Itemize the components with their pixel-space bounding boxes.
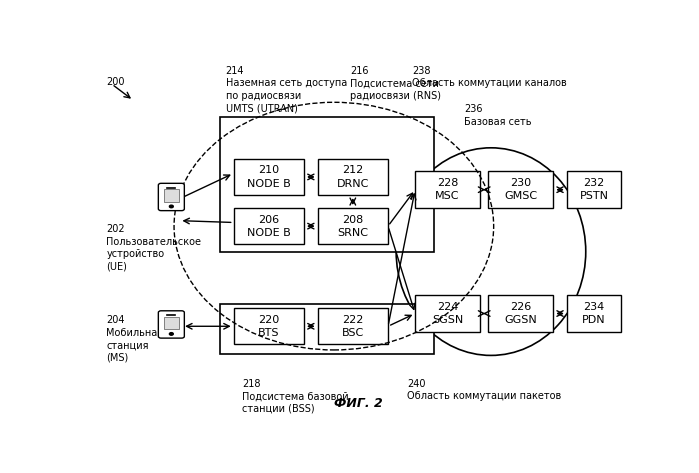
Circle shape (169, 333, 173, 335)
Text: 234
PDN: 234 PDN (582, 302, 606, 325)
Text: 200: 200 (106, 77, 125, 87)
FancyBboxPatch shape (415, 172, 480, 208)
Text: 228
MSC: 228 MSC (435, 178, 460, 201)
Text: 214
Наземная сеть доступа
по радиосвязи
UMTS (UTRAN): 214 Наземная сеть доступа по радиосвязи … (226, 66, 347, 113)
Text: 218
Подсистема базовой
станции (BSS): 218 Подсистема базовой станции (BSS) (242, 379, 348, 414)
FancyBboxPatch shape (220, 305, 434, 354)
FancyBboxPatch shape (567, 295, 621, 332)
FancyBboxPatch shape (233, 208, 304, 245)
Text: 230
GMSC: 230 GMSC (504, 178, 538, 201)
Text: 240
Область коммутации пакетов: 240 Область коммутации пакетов (407, 379, 561, 402)
FancyBboxPatch shape (488, 172, 554, 208)
FancyBboxPatch shape (164, 317, 179, 329)
FancyBboxPatch shape (220, 117, 434, 252)
Text: 208
SRNC: 208 SRNC (338, 215, 368, 238)
FancyBboxPatch shape (159, 184, 185, 210)
Ellipse shape (396, 148, 586, 355)
Text: 222
BSC: 222 BSC (342, 315, 364, 338)
FancyBboxPatch shape (415, 295, 480, 332)
FancyBboxPatch shape (317, 159, 388, 195)
Text: 232
PSTN: 232 PSTN (579, 178, 608, 201)
Text: 216
Подсистема сети
радиосвязи (RNS): 216 Подсистема сети радиосвязи (RNS) (350, 66, 441, 101)
Text: 204
Мобильная
станция
(MS): 204 Мобильная станция (MS) (106, 315, 164, 362)
Text: 236
Базовая сеть: 236 Базовая сеть (464, 104, 531, 126)
Text: 238
Область коммутации каналов: 238 Область коммутации каналов (412, 66, 567, 88)
FancyBboxPatch shape (233, 159, 304, 195)
Text: 226
GGSN: 226 GGSN (505, 302, 537, 325)
Text: 210
NODE B: 210 NODE B (247, 166, 291, 189)
Text: 220
BTS: 220 BTS (258, 315, 280, 338)
Text: 206
NODE B: 206 NODE B (247, 215, 291, 238)
FancyBboxPatch shape (317, 208, 388, 245)
FancyBboxPatch shape (159, 311, 185, 338)
Text: 202
Пользовательское
устройство
(UE): 202 Пользовательское устройство (UE) (106, 224, 201, 272)
Text: 224
SGSN: 224 SGSN (432, 302, 463, 325)
FancyBboxPatch shape (488, 295, 554, 332)
FancyBboxPatch shape (317, 308, 388, 344)
FancyBboxPatch shape (567, 172, 621, 208)
FancyBboxPatch shape (164, 189, 179, 201)
Circle shape (169, 205, 173, 208)
Text: 212
DRNC: 212 DRNC (337, 166, 369, 189)
Text: ФИГ. 2: ФИГ. 2 (334, 397, 382, 410)
FancyBboxPatch shape (233, 308, 304, 344)
